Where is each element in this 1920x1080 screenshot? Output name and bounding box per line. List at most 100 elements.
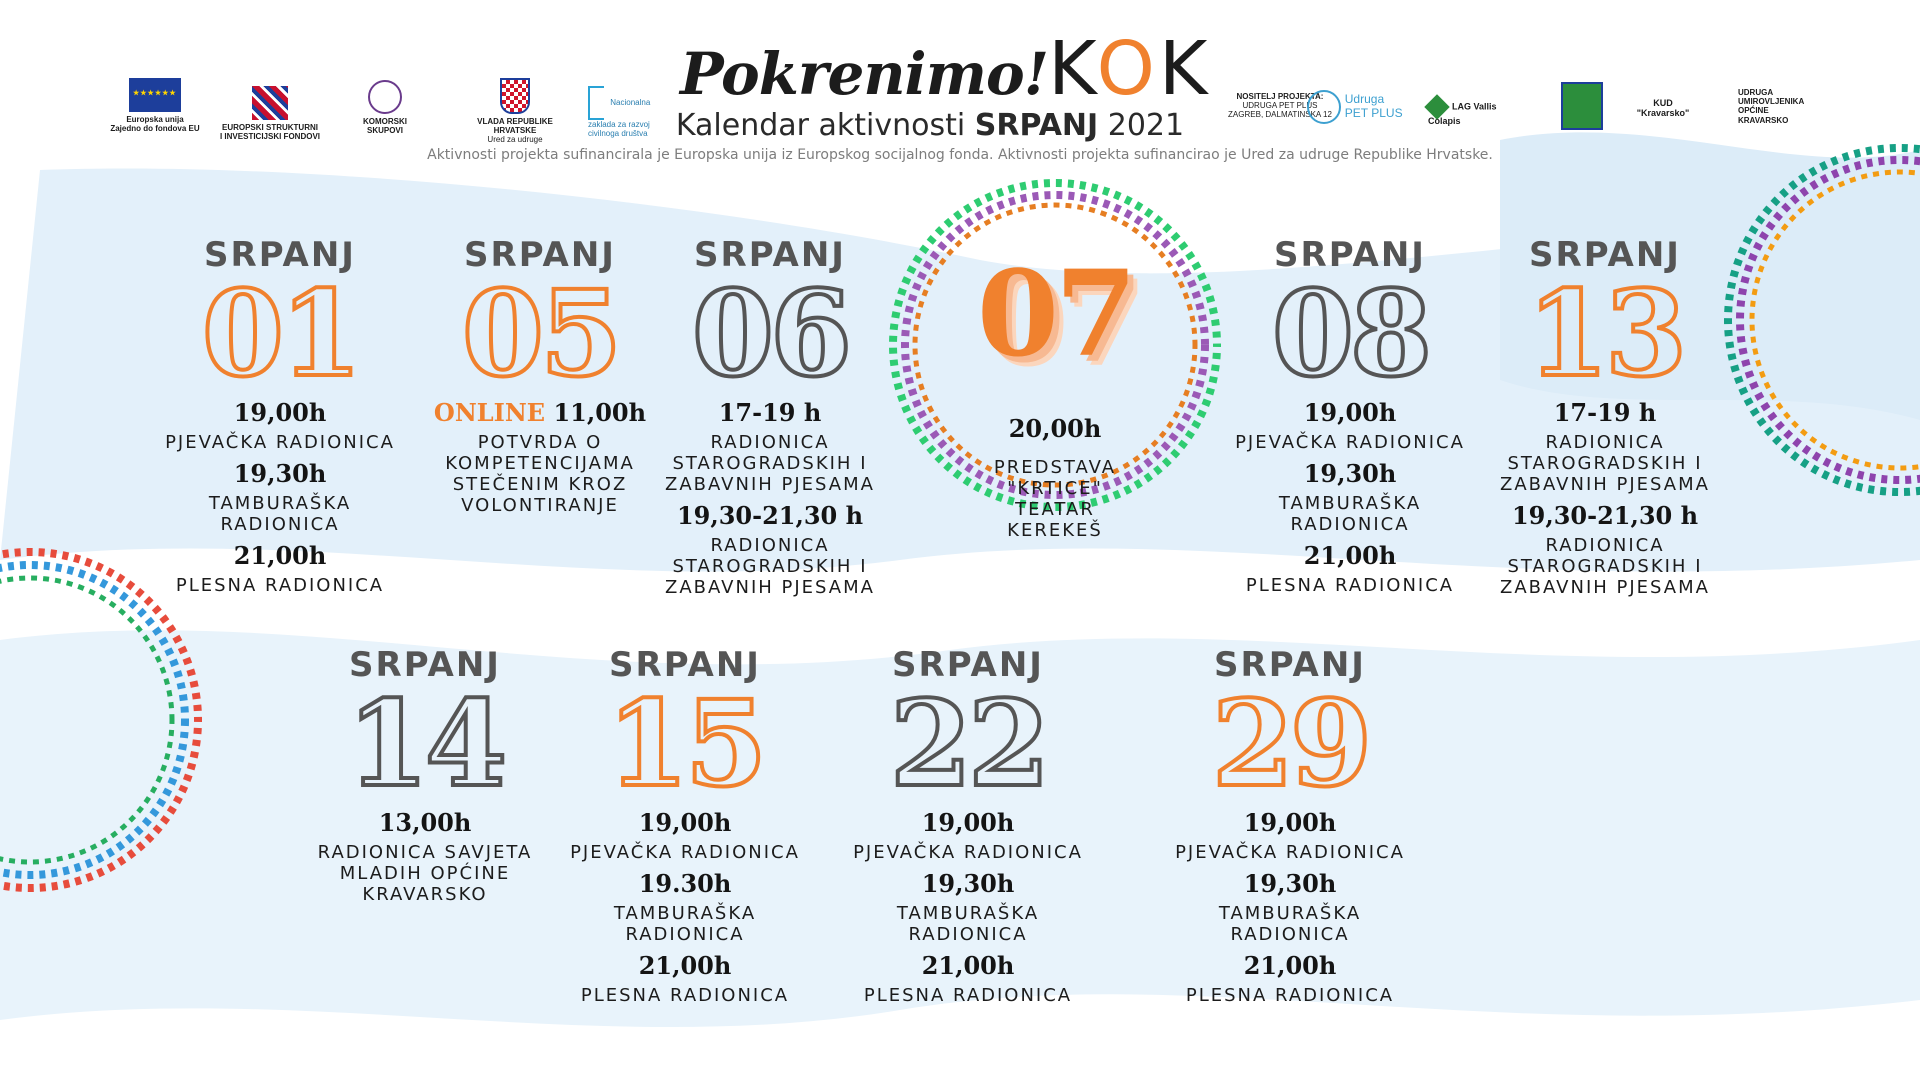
partner-umirovljenici: UDRUGA UMIROVLJENIKA OPĆINE KRAVARSKO <box>1738 88 1818 125</box>
event-time: 19,30h <box>233 459 327 488</box>
event-day: 15 <box>605 674 769 813</box>
event-month: SRPANJ <box>694 235 846 275</box>
funding-note: Aktivnosti projekta sufinancirala je Eur… <box>427 147 1493 163</box>
partner-petplus-line2: PET PLUS <box>1344 106 1403 120</box>
event-label: TAMBURAŠKA RADIONICA <box>613 903 757 945</box>
event-month: SRPANJ <box>609 645 761 685</box>
partner-eu-line2: Zajedno do fondova EU <box>110 124 200 134</box>
event-label: PLESNA RADIONICA <box>1185 985 1395 1006</box>
event-01: SRPANJ 01 19,00h PJEVAČKA RADIONICA 19,3… <box>150 235 410 601</box>
croatian-coat-icon <box>500 78 530 114</box>
event-time: 19,00h <box>921 808 1015 837</box>
partner-esif-line1: EUROPSKI STRUKTURNI <box>221 123 318 132</box>
event-day: 08 <box>1270 264 1434 403</box>
event-label: PJEVAČKA RADIONICA <box>1175 842 1405 863</box>
partner-nositelj-line3: ZAGREB, DALMATINSKA 12 <box>1228 110 1332 120</box>
event-time-value: 11,00h <box>545 398 647 427</box>
event-label: PLESNA RADIONICA <box>1245 575 1455 596</box>
event-15: SRPANJ 15 19,00h PJEVAČKA RADIONICA 19.3… <box>555 645 815 1011</box>
partner-kud-line2: "Kravarsko" <box>1636 108 1690 119</box>
event-13: SRPANJ 13 17-19 h RADIONICA STAROGRADSKI… <box>1490 235 1720 603</box>
event-label: PLESNA RADIONICA <box>863 985 1073 1006</box>
eu-flag-icon <box>129 78 181 112</box>
zaklada-bracket-icon <box>588 86 604 120</box>
event-day: 06 <box>690 264 854 403</box>
event-label: PJEVAČKA RADIONICA <box>1235 432 1465 453</box>
partner-esif-line2: I INVESTICIJSKI FONDOVI <box>219 132 320 142</box>
event-label: RADIONICA STAROGRADSKIH I ZABAVNIH PJESA… <box>665 432 875 495</box>
partner-umir-line1: UDRUGA <box>1738 88 1774 97</box>
partner-kud-line1: KUD <box>1653 98 1673 108</box>
partner-vlada-line1: VLADA REPUBLIKE HRVATSKE <box>477 117 553 136</box>
event-label: RADIONICA STAROGRADSKIH I ZABAVNIH PJESA… <box>1500 535 1710 598</box>
partner-umir-line3: OPĆINE <box>1738 106 1769 116</box>
partner-komorski-line2: SKUPOVI <box>366 126 403 136</box>
event-14: SRPANJ 14 13,00h RADIONICA SAVJETA MLADI… <box>305 645 545 910</box>
subtitle-year: 2021 <box>1098 108 1185 143</box>
petplus-logo-icon <box>1307 90 1342 124</box>
event-29: SRPANJ 29 19,00h PJEVAČKA RADIONICA 19,3… <box>1160 645 1420 1011</box>
event-label: RADIONICA STAROGRADSKIH I ZABAVNIH PJESA… <box>665 535 875 598</box>
event-day: 01 <box>200 264 364 403</box>
partner-eu: Europska unija Zajedno do fondova EU <box>100 78 210 133</box>
event-label: RADIONICA STAROGRADSKIH I ZABAVNIH PJESA… <box>1500 432 1710 495</box>
event-label: POTVRDA O KOMPETENCIJAMA STEČENIM KROZ V… <box>445 432 635 516</box>
event-time: ONLINE 11,00h <box>430 397 650 429</box>
event-day: 13 <box>1525 264 1689 403</box>
event-month: SRPANJ <box>464 235 616 275</box>
header: Europska unija Zajedno do fondova EU EUR… <box>0 0 1920 170</box>
event-time: 19,30-21,30 h <box>676 501 864 530</box>
event-07: 07 20,00h PREDSTAVA "KRTICE" TEATAR KERE… <box>935 255 1175 546</box>
event-time: 21,00h <box>233 541 327 570</box>
partner-zaklada-line1: Nacionalna zaklada za razvoj civilnoga d… <box>588 98 651 139</box>
partner-umir-line2: UMIROVLJENIKA <box>1738 97 1805 107</box>
event-label: PLESNA RADIONICA <box>580 985 790 1006</box>
event-day: 14 <box>345 674 509 813</box>
confetti-ring-right <box>1724 144 1920 496</box>
partner-nositelj-line2: UDRUGA PET PLUS <box>1242 101 1318 111</box>
confetti-ring-left <box>0 548 202 892</box>
partner-umir-line4: KRAVARSKO <box>1738 115 1789 125</box>
event-label: PREDSTAVA "KRTICE" TEATAR KEREKEŠ <box>993 457 1117 541</box>
logo-pokrenimo: Pokrenimo! <box>680 40 1049 108</box>
event-time: 19,00h <box>1243 808 1337 837</box>
logo-k1: K <box>1048 26 1097 112</box>
event-day: 22 <box>888 674 1052 813</box>
event-day: 05 <box>460 264 624 403</box>
event-time: 19,30-21,30 h <box>1511 501 1699 530</box>
event-time: 19,30h <box>921 869 1015 898</box>
partner-nositelj-line1: NOSITELJ PROJEKTA: <box>1236 92 1324 101</box>
partner-lag: LAG Vallis Colapis <box>1424 94 1528 126</box>
partner-petplus-line1: Udruga <box>1344 92 1385 107</box>
municipality-coat-icon <box>1561 82 1603 130</box>
partner-petplus: Udruga PET PLUS <box>1305 90 1405 124</box>
event-label: TAMBURAŠKA RADIONICA <box>896 903 1040 945</box>
event-time: 19,00h <box>1303 398 1397 427</box>
event-day: 29 <box>1210 674 1374 813</box>
event-22: SRPANJ 22 19,00h PJEVAČKA RADIONICA 19,3… <box>838 645 1098 1011</box>
partner-esif: EUROPSKI STRUKTURNI I INVESTICIJSKI FOND… <box>210 86 330 141</box>
page-subtitle: Kalendar aktivnosti SRPANJ 2021 <box>640 108 1220 143</box>
event-label: RADIONICA SAVJETA MLADIH OPĆINE KRAVARSK… <box>317 842 533 905</box>
partner-lag-line1: LAG Vallis Colapis <box>1428 101 1497 126</box>
partner-zaklada: Nacionalna zaklada za razvoj civilnoga d… <box>588 86 658 138</box>
event-month: SRPANJ <box>204 235 356 275</box>
subtitle-prefix: Kalendar aktivnosti <box>675 108 975 143</box>
event-month: SRPANJ <box>1274 235 1426 275</box>
event-time: 17-19 h <box>1553 398 1657 427</box>
partner-komorski-line1: KOMORSKI <box>363 117 407 126</box>
event-time: 13,00h <box>378 808 472 837</box>
flower-logo-icon <box>368 80 402 114</box>
event-label: TAMBURAŠKA RADIONICA <box>208 493 352 535</box>
logo-o: O <box>1096 26 1159 112</box>
event-time: 21,00h <box>638 951 732 980</box>
event-time: 21,00h <box>1243 951 1337 980</box>
logo-kok: KOK <box>1048 26 1211 112</box>
event-label: PJEVAČKA RADIONICA <box>165 432 395 453</box>
event-time: 20,00h <box>1008 414 1102 443</box>
event-08: SRPANJ 08 19,00h PJEVAČKA RADIONICA 19,3… <box>1220 235 1480 601</box>
event-month: SRPANJ <box>349 645 501 685</box>
event-time: 17-19 h <box>718 398 822 427</box>
online-tag: ONLINE <box>433 398 546 427</box>
